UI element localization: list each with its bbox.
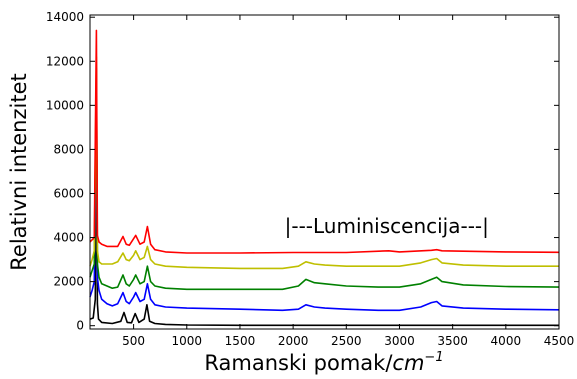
x-tick-label: 1500 xyxy=(225,334,256,348)
x-tick-label: 3500 xyxy=(437,334,468,348)
y-axis-label: Relativni intenzitet xyxy=(7,73,31,270)
x-tick-label: 2000 xyxy=(278,334,309,348)
x-tick-label: 3000 xyxy=(384,334,415,348)
series-line-2 xyxy=(89,86,560,312)
x-axis-label-unit: cm xyxy=(392,351,424,375)
x-axis-label-exponent: −1 xyxy=(424,350,443,365)
y-tick-label: 0 xyxy=(76,319,84,333)
x-tick-label: 1000 xyxy=(172,334,203,348)
series-line-4 xyxy=(89,56,559,270)
series-layer xyxy=(89,29,560,327)
series-line-5 xyxy=(89,29,560,254)
y-tick-label: 4000 xyxy=(53,231,84,245)
series-line-3 xyxy=(89,67,560,291)
x-axis-label-text: Ramanski pomak/ xyxy=(204,351,393,375)
x-tick-label: 4500 xyxy=(544,334,575,348)
x-tick-label: 2500 xyxy=(331,334,362,348)
x-tick-label: 500 xyxy=(122,334,145,348)
y-tick-label: 10000 xyxy=(46,98,84,112)
ticks-layer: 500 1000 1500 2000 2500 3000 3500 4000 4500 0 2000… xyxy=(46,10,574,348)
series-line-1 xyxy=(89,106,559,327)
luminescence-annotation: |---Luminiscencija---| xyxy=(285,214,489,238)
plot-frame xyxy=(89,14,560,330)
x-tick-label: 4000 xyxy=(491,334,522,348)
x-axis-label: Ramanski pomak/cm−1 xyxy=(204,350,443,375)
y-tick-label: 14000 xyxy=(46,10,84,24)
y-tick-label: 2000 xyxy=(53,275,84,289)
y-tick-label: 12000 xyxy=(46,54,84,68)
y-tick-label: 6000 xyxy=(53,186,84,200)
y-tick-label: 8000 xyxy=(53,142,84,156)
